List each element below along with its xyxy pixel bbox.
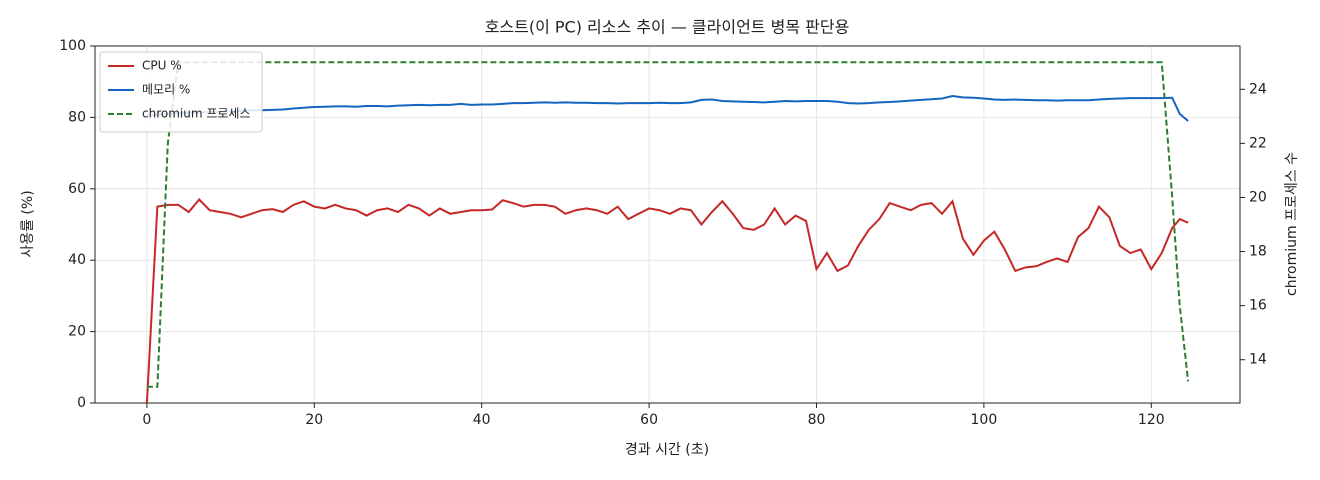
y2-tick-label: 20	[1249, 189, 1267, 205]
x-tick-label: 20	[305, 412, 323, 428]
y-tick-label: 100	[59, 38, 86, 54]
legend-label: 메모리 %	[142, 83, 190, 97]
legend-box	[99, 51, 263, 133]
x-axis-label: 경과 시간 (초)	[625, 442, 709, 458]
x-tick-label: 100	[971, 412, 998, 428]
y2-tick-label: 16	[1249, 298, 1267, 314]
y-axis-label: 사용률 (%)	[20, 190, 36, 257]
y-tick-label: 0	[77, 395, 86, 411]
y2-axis-label: chromium 프로세스 수	[1284, 152, 1300, 296]
y2-tick-label: 22	[1249, 135, 1267, 151]
chart-title: 호스트(이 PC) 리소스 추이 — 클라이언트 병목 판단용	[485, 18, 850, 37]
x-tick-label: 0	[142, 412, 151, 428]
legend-label: chromium 프로세스	[142, 107, 251, 121]
x-tick-label: 60	[640, 412, 658, 428]
x-tick-label: 40	[473, 412, 491, 428]
x-tick-label: 80	[808, 412, 826, 428]
plot-frame	[94, 45, 1241, 404]
data-line	[145, 198, 1189, 404]
y-tick-label: 80	[68, 109, 86, 125]
y-tick-label: 60	[68, 181, 86, 197]
data-line	[146, 61, 1190, 388]
y2-tick-label: 24	[1249, 81, 1267, 97]
data-line	[146, 94, 1189, 122]
y2-tick-label: 14	[1249, 352, 1267, 368]
x-tick-label: 120	[1138, 412, 1165, 428]
y2-tick-label: 18	[1249, 244, 1267, 260]
legend-label: CPU %	[142, 59, 182, 73]
y-tick-label: 40	[68, 252, 86, 268]
y-tick-label: 20	[68, 324, 86, 340]
